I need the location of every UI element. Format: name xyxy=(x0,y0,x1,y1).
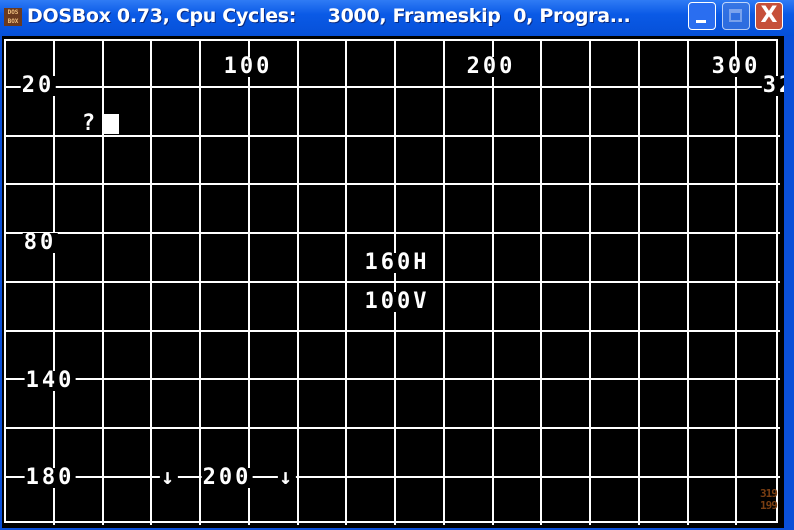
grid-horizontal-line xyxy=(4,183,780,185)
center-h-label: 160H xyxy=(363,250,431,275)
top-label-200: 200 xyxy=(465,54,517,79)
grid-horizontal-line xyxy=(4,281,780,283)
grid-horizontal-line xyxy=(4,476,780,478)
left-label-80: 80 xyxy=(22,230,58,255)
text-cursor xyxy=(103,114,119,134)
arrow-down-icon: ↓ xyxy=(159,465,179,490)
grid-horizontal-line xyxy=(4,427,780,429)
grid-horizontal-line xyxy=(4,378,780,380)
left-label-20: 20 xyxy=(20,73,56,98)
bottom-label-200: 200 xyxy=(201,465,253,490)
dosbox-app-icon[interactable]: DOS BOX xyxy=(4,8,22,26)
top-label-300: 300 xyxy=(710,54,762,79)
dos-screen[interactable]: 100 200 300 32 20 80 140 180 ? 160H 100V… xyxy=(2,36,784,528)
title-bar[interactable]: DOS BOX DOSBox 0.73, Cpu Cycles: 3000, F… xyxy=(0,0,794,36)
grid-horizontal-line xyxy=(4,135,780,137)
center-v-label: 100V xyxy=(363,289,431,314)
left-label-180: 180 xyxy=(24,465,76,490)
left-label-140: 140 xyxy=(24,368,76,393)
resolution-height: 199 xyxy=(760,499,778,512)
grid-horizontal-line xyxy=(4,330,780,332)
resolution-width: 319 xyxy=(760,487,778,500)
arrow-down-icon: ↓ xyxy=(277,465,297,490)
grid-horizontal-line xyxy=(4,232,780,234)
minimize-button[interactable] xyxy=(688,2,716,30)
close-button[interactable]: X xyxy=(755,2,783,30)
top-label-100: 100 xyxy=(222,54,274,79)
resolution-indicator: 319 199 xyxy=(760,487,778,512)
window-title: DOSBox 0.73, Cpu Cycles: 3000, Frameskip… xyxy=(27,5,631,27)
input-prompt: ? xyxy=(80,111,100,136)
maximize-button[interactable] xyxy=(722,2,750,30)
top-label-32: 32 xyxy=(761,75,784,97)
grid-horizontal-line xyxy=(4,86,780,88)
